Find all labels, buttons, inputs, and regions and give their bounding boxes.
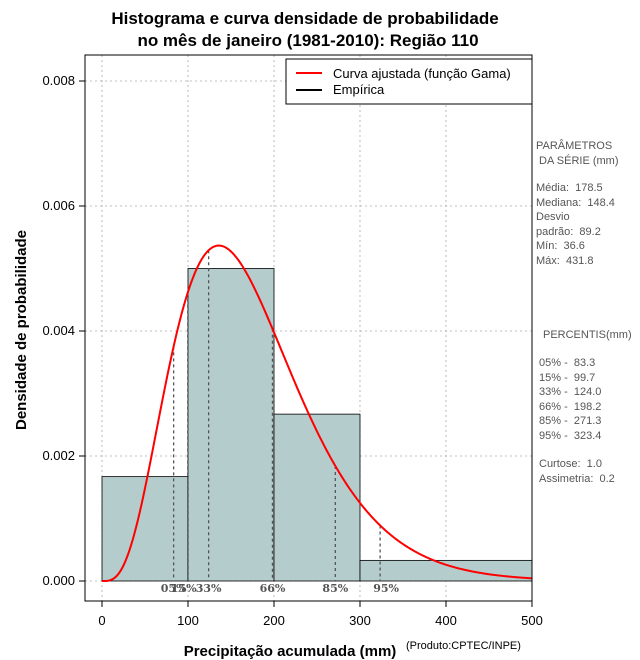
y-axis-label: Densidade de probabilidade xyxy=(13,230,30,430)
percentile-label-33%: 33% xyxy=(196,582,222,595)
product-note: (Produto:CPTEC/INPE) xyxy=(406,640,521,652)
y-tick-label-1: 0.002 xyxy=(42,448,75,463)
y-tick-label-2: 0.004 xyxy=(42,323,75,338)
histogram-bars xyxy=(101,268,533,582)
x-axis-label: Precipitação acumulada (mm) xyxy=(184,643,397,660)
percentile-label-85%: 85% xyxy=(322,582,348,595)
percentis-title: PERCENTIS(mm) xyxy=(543,329,632,341)
histogram-bar-2 xyxy=(273,413,361,582)
y-tick-label-0: 0.000 xyxy=(42,573,75,588)
percentile-label-66%: 66% xyxy=(260,582,286,595)
params-title: PARÂMETROS DA SÉRIE (mm) xyxy=(536,140,619,167)
legend-box xyxy=(285,58,533,105)
histogram-bar-1 xyxy=(187,268,275,582)
x-tick-label-3: 300 xyxy=(349,613,371,628)
chart-title-line1: Histograma e curva densidade de probabil… xyxy=(111,9,498,28)
legend: Curva ajustada (função Gama) Empírica xyxy=(285,58,533,105)
x-tick-label-1: 100 xyxy=(177,613,199,628)
percentile-labels: 05%15% 33% 66% 85% 95% xyxy=(161,582,400,595)
plot-frame xyxy=(84,54,533,602)
x-tick-label-0: 0 xyxy=(98,613,105,628)
chart-title-line2: no mês de janeiro (1981-2010): Região 11… xyxy=(137,31,478,50)
percentile-lines xyxy=(172,250,381,581)
legend-curve-label: Curva ajustada (função Gama) xyxy=(333,66,511,81)
percentile-label-95%: 95% xyxy=(373,582,399,595)
x-tick-label-4: 400 xyxy=(435,613,457,628)
x-tick-label-2: 200 xyxy=(263,613,285,628)
x-tick-label-5: 500 xyxy=(521,613,543,628)
stats-body: Curtose: 1.0 Assimetria: 0.2 xyxy=(539,458,615,485)
histogram-bar-3 xyxy=(359,559,533,582)
params-body: Média: 178.5 Mediana: 148.4 Desvio padrã… xyxy=(536,182,615,267)
y-tick-label-3: 0.006 xyxy=(42,198,75,213)
y-tick-label-4: 0.008 xyxy=(42,73,75,88)
gamma-curve xyxy=(102,244,533,582)
percentile-label-15%: 15% xyxy=(171,582,197,595)
axes: 0 100 200 300 400 500 0.000 0.002 0.004 0.006 0.00… xyxy=(42,73,542,628)
percentile-label-05%: 05% xyxy=(161,582,187,595)
legend-empirical-label: Empírica xyxy=(333,82,385,97)
percentis-body: 05% - 83.3 15% - 99.7 33% - 124.0 66% - … xyxy=(539,357,602,442)
